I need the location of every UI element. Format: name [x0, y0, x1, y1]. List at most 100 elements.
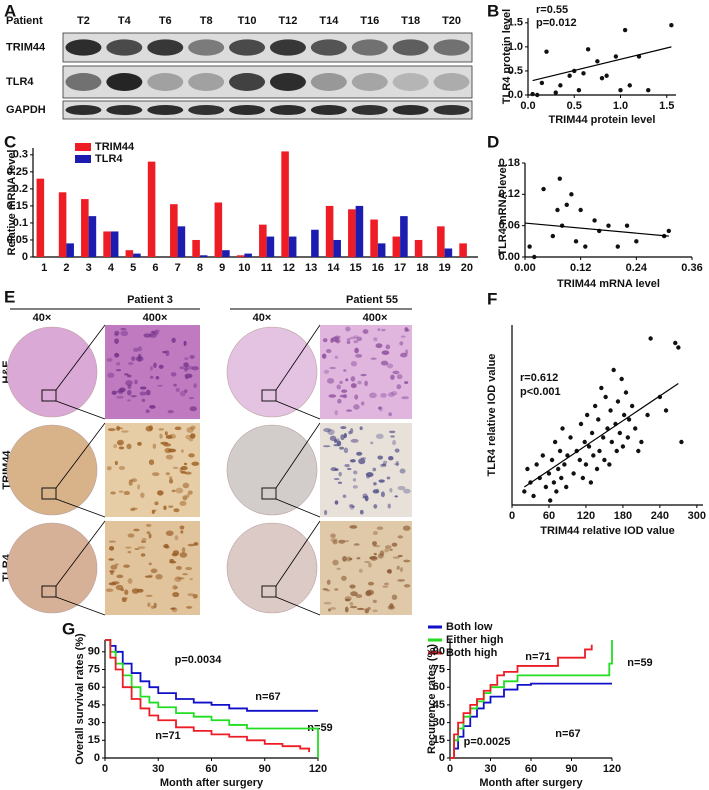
cell-nucleus [381, 463, 387, 466]
tissue-core [226, 522, 318, 614]
panel-label: E [4, 287, 15, 306]
cell-nucleus [180, 449, 184, 453]
cell-nucleus [326, 377, 335, 384]
cell-nucleus [375, 343, 383, 349]
y-tick-label: 0.5 [508, 65, 523, 77]
y-tick-label: 90 [433, 646, 445, 658]
point [550, 233, 556, 239]
cell-nucleus [167, 410, 174, 414]
cell-nucleus [343, 432, 347, 439]
y-tick-label: 45 [88, 699, 100, 711]
blot-band [106, 39, 143, 56]
x-tick-label: 0 [509, 510, 515, 522]
cell-nucleus [372, 467, 377, 472]
cell-nucleus [149, 375, 154, 379]
point [576, 87, 582, 93]
point [558, 83, 563, 88]
bar [377, 243, 386, 257]
y-tick-label: 30 [433, 717, 445, 729]
bar [110, 231, 119, 257]
zoom-box [261, 389, 277, 402]
x-tick-label: 3 [86, 262, 92, 274]
cell-nucleus [107, 372, 115, 378]
bar [311, 229, 319, 257]
cell-nucleus [117, 388, 124, 395]
cell-nucleus [115, 369, 122, 372]
blot-band [392, 104, 429, 116]
panel-label: G [62, 619, 75, 638]
cell-nucleus [149, 405, 156, 409]
cell-nucleus [338, 539, 346, 544]
annotation: n=59 [307, 722, 332, 734]
cell-nucleus [157, 384, 163, 388]
x-tick-label: 0.0 [520, 100, 535, 112]
cell-nucleus [354, 394, 359, 400]
lane-label: T14 [319, 15, 339, 27]
point [568, 435, 573, 440]
blot-band [351, 104, 388, 116]
cell-nucleus [404, 327, 408, 332]
point [618, 87, 623, 93]
cell-nucleus [377, 455, 384, 460]
cell-nucleus [177, 577, 185, 580]
cell-nucleus [351, 505, 355, 508]
cell-nucleus [350, 438, 359, 443]
x-tick-label: 14 [327, 262, 340, 274]
cell-nucleus [380, 360, 389, 366]
blot-band [351, 39, 388, 56]
cell-nucleus [396, 565, 400, 570]
cell-nucleus [400, 335, 406, 338]
cell-nucleus [344, 463, 350, 468]
cell-nucleus [388, 430, 396, 434]
point [614, 448, 619, 454]
cell-nucleus [327, 608, 332, 612]
cell-nucleus [360, 401, 365, 406]
cell-nucleus [179, 390, 186, 397]
blot-band [310, 73, 347, 91]
blot-band [433, 39, 470, 56]
cell-nucleus [358, 568, 363, 573]
bar [348, 209, 356, 257]
lane-label: T12 [278, 15, 297, 27]
zoom-line [275, 498, 321, 518]
cell-nucleus [118, 465, 126, 471]
cell-nucleus [145, 523, 152, 528]
point [584, 412, 590, 418]
point [599, 385, 604, 391]
cell-nucleus [396, 374, 403, 380]
point [548, 498, 553, 503]
cell-nucleus [346, 340, 351, 345]
cell-nucleus [148, 459, 155, 466]
blot-band [269, 104, 306, 116]
cell-nucleus [108, 558, 115, 561]
x-axis-title: Month after surgery [479, 777, 583, 789]
y-axis-title: Recurrence rates (%) [426, 644, 438, 754]
blot-band [65, 104, 102, 116]
y-tick-label: 1.5 [508, 17, 523, 29]
cell-nucleus [170, 607, 176, 610]
x-tick-label: 30 [152, 763, 164, 775]
point [591, 453, 596, 458]
bar [459, 243, 467, 257]
cell-nucleus [114, 333, 119, 337]
cell-nucleus [128, 361, 134, 366]
point [596, 417, 601, 422]
magnification-label: 40× [253, 312, 272, 324]
cell-nucleus [350, 591, 358, 597]
cell-nucleus [378, 479, 385, 483]
cell-nucleus [137, 546, 146, 549]
cell-nucleus [341, 389, 348, 393]
point [623, 390, 629, 395]
y-tick-label: 0.2 [13, 183, 28, 195]
cell-nucleus [356, 451, 363, 456]
cell-nucleus [154, 501, 159, 506]
cell-nucleus [184, 357, 189, 361]
x-axis-title: TRIM44 mRNA level [557, 278, 660, 290]
annotation: p=0.0034 [175, 654, 223, 666]
point [564, 202, 569, 207]
point [527, 244, 532, 249]
bar [400, 216, 408, 257]
cell-nucleus [116, 390, 124, 393]
cell-nucleus [137, 441, 142, 446]
blot-band [229, 104, 266, 116]
